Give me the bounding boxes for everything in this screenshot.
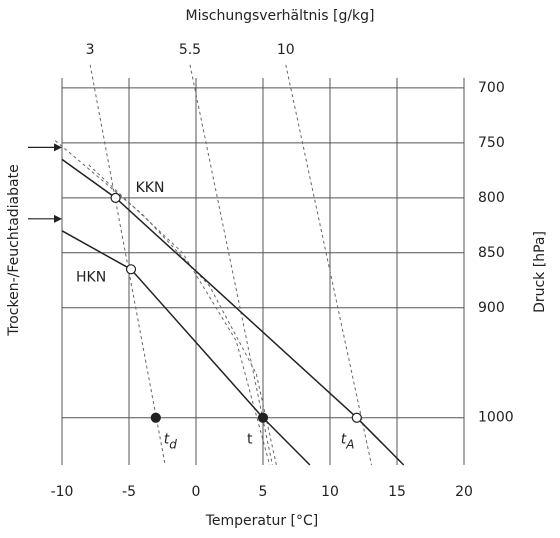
point-label: KKN [136, 180, 165, 196]
point [125, 264, 137, 275]
y-tick-label: 750 [478, 135, 505, 151]
point-label-main: t [164, 432, 170, 448]
x-tick-label: 15 [388, 484, 406, 500]
x-tick-label: 5 [259, 484, 268, 500]
point-label: HKN [76, 269, 106, 285]
point-label-subscript: d [169, 437, 177, 451]
mixing-ratio-line [89, 64, 166, 466]
arrow-head [54, 143, 62, 152]
point-label: td [164, 432, 178, 452]
dry-adiabat [61, 158, 405, 466]
mixing-ratio-label: 10 [277, 42, 295, 58]
point-label: t [247, 432, 253, 448]
y-tick-label: 700 [478, 80, 505, 96]
point-label-main: t [341, 432, 347, 448]
point [110, 192, 121, 203]
point [150, 412, 161, 423]
moist-adiabat [54, 140, 277, 466]
x-tick-label: 0 [192, 484, 201, 500]
x-tick-label: 10 [321, 484, 339, 500]
point-label-main: HKN [76, 269, 106, 285]
mixing-ratio-label: 3 [86, 42, 95, 58]
point-label-main: KKN [136, 180, 165, 196]
x-tick-label: -5 [122, 484, 136, 500]
point [257, 412, 269, 423]
point [351, 412, 362, 423]
x-tick-label: 20 [455, 484, 473, 500]
dry-adiabat [61, 230, 311, 466]
mixing-ratio-line [189, 64, 273, 466]
point-label-subscript: A [345, 437, 354, 451]
arrow-head [54, 214, 62, 223]
y-tick-label: 1000 [478, 410, 514, 426]
mixing-ratio-label: 5.5 [179, 42, 201, 58]
mixing-ratio-line [285, 64, 373, 466]
y-axis-label: Druck [hPa] [532, 231, 548, 313]
moist-adiabat [88, 164, 271, 466]
point-label-main: t [247, 432, 253, 448]
y-tick-label: 900 [478, 300, 505, 316]
y-tick-label: 850 [478, 245, 505, 261]
x-axis-label: Temperatur [°C] [205, 513, 319, 529]
top-axis-label: Mischungsverhältnis [g/kg] [185, 8, 374, 24]
x-tick-label: -10 [51, 484, 74, 500]
point-label: tA [341, 432, 355, 452]
y-tick-label: 800 [478, 190, 505, 206]
side-label: Trocken-/Feuchtadiabate [6, 164, 22, 336]
